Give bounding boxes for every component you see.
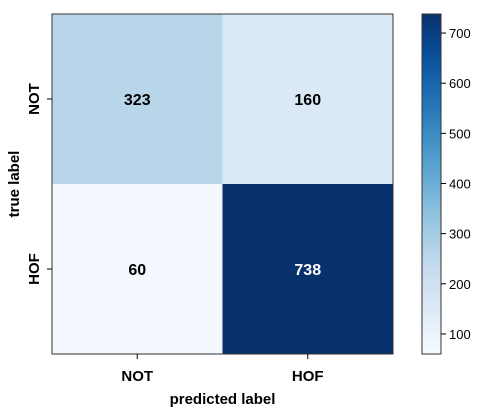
y-tick-label: NOT: [26, 83, 43, 115]
y-tick-label: HOF: [26, 253, 43, 285]
colorbar-tick-label: 100: [449, 327, 471, 342]
cell-value-label: 160: [294, 92, 321, 109]
colorbar-tick-label: 700: [449, 26, 471, 41]
colorbar-tick-label: 300: [449, 227, 471, 242]
cell-value-label: 323: [124, 92, 151, 109]
colorbar-tick-label: 400: [449, 176, 471, 191]
colorbar-tick-label: 200: [449, 277, 471, 292]
heatmap-cell-not-hof: [222, 14, 393, 184]
heatmap-cell-not-not: [52, 14, 223, 184]
heatmap-cell-hof-not: [52, 184, 223, 354]
cell-value-label: 60: [128, 262, 146, 279]
heatmap-cells: [51, 13, 394, 355]
x-axis-label: predicted label: [170, 391, 276, 408]
colorbar: 100 200 300 400 500 600 700: [421, 13, 471, 355]
colorbar-tick-label: 600: [449, 76, 471, 91]
y-axis-label: true label: [6, 151, 23, 218]
heatmap-cell-hof-hof: [222, 184, 393, 354]
x-tick-label: HOF: [292, 368, 324, 385]
colorbar-tick-label: 500: [449, 126, 471, 141]
x-axis-ticks: NOT HOF: [121, 354, 324, 385]
colorbar-gradient: [421, 13, 442, 355]
plot-frame: [51, 13, 394, 355]
x-tick-label: NOT: [121, 368, 153, 385]
y-axis-ticks: NOT HOF: [26, 83, 52, 285]
cell-value-labels: 323 160 60 738: [124, 92, 321, 279]
cell-value-label: 738: [294, 262, 321, 279]
